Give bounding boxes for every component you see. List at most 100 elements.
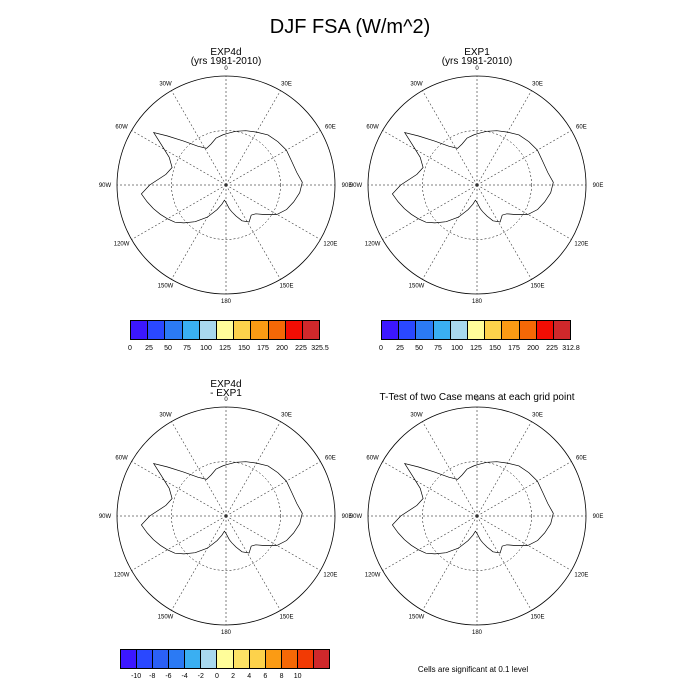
colorbar-box (121, 650, 138, 668)
colorbar-tick-label: 100 (451, 345, 463, 352)
colorbar-box (217, 650, 234, 668)
colorbar-box (165, 321, 183, 339)
colorbar-tick-label: 0 (379, 345, 383, 352)
colorbar-box (485, 321, 503, 339)
longitude-label: 150E (279, 614, 293, 620)
panel-2-title: EXP1 (yrs 1981-2010) (377, 47, 577, 67)
meridian-line (131, 184, 227, 240)
meridian-line (171, 90, 227, 186)
colorbar-box (416, 321, 434, 339)
map-panel-exp4d: 0 30E 60E 90E 120E 150E 180 150W 120W 90W 60W 30W (99, 66, 353, 305)
colorbar-tick-label: 25 (396, 345, 404, 352)
longitude-label: 60W (366, 456, 379, 462)
meridian-line (131, 461, 227, 517)
colorbar-tick-label: 325.5 (311, 345, 329, 352)
colorbar-tick-label: 0 (214, 673, 219, 680)
latitude-circle (422, 130, 532, 240)
longitude-label: 180 (472, 630, 483, 636)
colorbar-tick-label: 150 (238, 345, 250, 352)
longitude-label: 90W (350, 514, 363, 520)
colorbar-tick-label: 125 (470, 345, 482, 352)
longitude-label: 120W (365, 573, 381, 579)
longitude-label: 90W (350, 183, 363, 189)
colorbar-tick-label: 10 (293, 673, 302, 680)
map-panel-difference: 0 30E 60E 90E 120E 150E 180 150W 120W 90W 60W 30W (99, 397, 353, 636)
longitude-label: 180 (221, 630, 232, 636)
colorbar-exp1 (381, 320, 571, 340)
panel-1-title-line1: EXP4d (210, 47, 242, 58)
longitude-label: 0 (475, 397, 479, 403)
longitude-label: 90E (342, 514, 353, 520)
longitude-label: 150E (530, 283, 544, 289)
meridian-line (382, 184, 478, 240)
longitude-label: 60W (115, 456, 128, 462)
longitude-label: 120E (323, 242, 337, 248)
colorbar-tick-label: 75 (434, 345, 442, 352)
panel-3-title-line1: EXP4d (210, 379, 242, 390)
antarctica-coastline (391, 130, 554, 224)
colorbar-box (148, 321, 166, 339)
colorbar-tick-label: 4 (247, 673, 252, 680)
colorbar-exp4d-labels: 0 25 50 75 100 125 150 175 200 225 325.5 (128, 345, 329, 355)
longitude-label: 120E (574, 573, 588, 579)
panel-3-title: EXP4d - EXP1 (126, 379, 326, 399)
panel-4-title: T-Test of two Case means at each grid po… (379, 392, 575, 403)
colorbar-tick-label: 312.8 (562, 345, 580, 352)
colorbar-box (297, 650, 314, 668)
longitude-label: 120W (114, 573, 130, 579)
longitude-label: 150W (409, 283, 425, 289)
colorbar-box (399, 321, 417, 339)
colorbar-difference-labels: -10 -8 -6 -4 -2 0 2 4 6 8 10 (120, 673, 330, 683)
colorbar-tick-label: 50 (415, 345, 423, 352)
longitude-label: 30E (281, 82, 292, 88)
antarctica-coastline (391, 461, 554, 555)
longitude-label: 90E (342, 183, 353, 189)
colorbar-box (169, 650, 186, 668)
longitude-label: 60W (115, 125, 128, 131)
colorbar-tick-label: 175 (508, 345, 520, 352)
longitude-label: 30W (410, 82, 423, 88)
colorbar-tick-label: 200 (527, 345, 539, 352)
longitude-label: 30W (410, 413, 423, 419)
meridian-line (422, 90, 478, 186)
latitude-circle (422, 461, 532, 571)
colorbar-tick-label: 225 (546, 345, 558, 352)
colorbar-box (199, 321, 217, 339)
colorbar-box (131, 321, 149, 339)
colorbar-box (251, 321, 269, 339)
colorbar-tick-label: -4 (181, 673, 188, 680)
colorbar-tick-label: -10 (131, 673, 142, 680)
longitude-label: 60E (576, 456, 587, 462)
panel-3-title-line2: - EXP1 (210, 388, 242, 399)
colorbar-box (281, 650, 298, 668)
meridian-line (171, 421, 227, 517)
colorbar-tick-label: 200 (276, 345, 288, 352)
longitude-label: 120W (365, 242, 381, 248)
colorbar-tick-label: 0 (128, 345, 132, 352)
colorbar-tick-label: 150 (489, 345, 501, 352)
colorbar-box (216, 321, 235, 339)
longitude-label: 0 (224, 397, 228, 403)
meridian-line (382, 461, 478, 517)
colorbar-tick-label: 50 (164, 345, 172, 352)
figure-title: DJF FSA (W/m^2) (269, 16, 431, 38)
meridian-line (131, 130, 227, 186)
colorbar-box (536, 321, 554, 339)
colorbar-box (137, 650, 154, 668)
colorbar-box (302, 321, 320, 339)
colorbar-box (519, 321, 537, 339)
panel-2-title-line1: EXP1 (464, 47, 490, 58)
longitude-label: 150W (158, 283, 174, 289)
longitude-label: 60E (576, 125, 587, 131)
colorbar-tick-label: 6 (263, 673, 268, 680)
colorbar-box (182, 321, 200, 339)
colorbar-box (502, 321, 520, 339)
longitude-label: 150E (279, 283, 293, 289)
colorbar-tick-label: 100 (200, 345, 212, 352)
meridian-line (382, 130, 478, 186)
longitude-label: 30W (159, 413, 172, 419)
longitude-label: 90E (593, 514, 604, 520)
colorbar-tick-label: -8 (149, 673, 156, 680)
longitude-label: 0 (475, 66, 479, 72)
colorbar-box (467, 321, 486, 339)
